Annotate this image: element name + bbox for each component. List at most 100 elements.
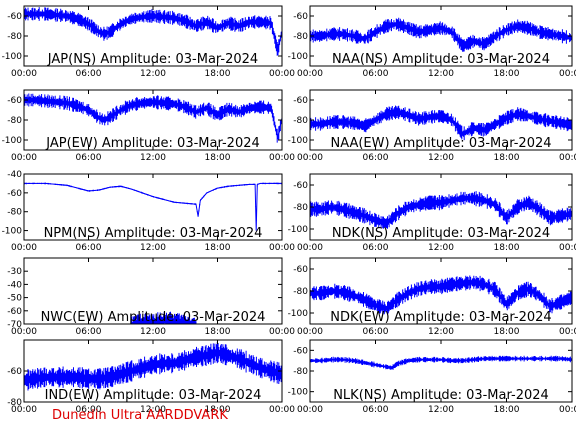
y-tick-label: -100 [288,52,309,62]
series-trace [24,182,282,231]
y-tick-label: -80 [7,208,22,218]
x-tick-label: 00:00 [559,405,576,415]
panel-title: NLK(NS) Amplitude: 03-Mar-2024 [333,388,549,403]
x-tick-label: 12:00 [140,243,166,253]
x-tick-label: 18:00 [205,153,231,163]
panel-0: 00:00 06:00 12:00 18:00 00:00 -60 -80 -100 JAP(N… [2,5,295,79]
x-tick-label: 00:00 [559,69,576,79]
x-tick-label: 06:00 [76,405,102,415]
y-tick-label: -60 [293,181,308,191]
y-tick-label: -80 [7,32,22,42]
series-trace [24,93,282,143]
y-tick-label: -60 [293,96,308,106]
y-tick-label: -40 [7,280,22,290]
panel-4: 00:00 06:00 12:00 18:00 00:00 -40 -60 -80 -100 NP… [2,170,296,253]
x-tick-label: 18:00 [205,243,231,253]
x-tick-label: 12:00 [428,69,454,79]
series-trace [310,105,572,141]
x-tick-label: 06:00 [363,153,389,163]
y-tick-label: -80 [293,116,308,126]
y-tick-label: -100 [2,227,23,237]
panel-5: 00:00 06:00 12:00 18:00 00:00 -60 -80 -100 NDK(N… [288,173,576,253]
x-tick-label: 06:00 [363,243,389,253]
x-tick-label: 06:00 [76,243,102,253]
x-tick-label: 06:00 [363,405,389,415]
x-tick-label: 18:00 [205,405,231,415]
x-tick-label: 12:00 [428,153,454,163]
x-tick-label: 00:00 [297,327,323,337]
x-tick-label: 00:00 [269,243,295,253]
y-tick-label: -60 [7,367,22,377]
x-tick-label: 12:00 [140,405,166,415]
x-tick-label: 06:00 [76,69,102,79]
y-tick-label: -80 [293,203,308,213]
y-tick-label: -60 [293,12,308,22]
panel-1: 00:00 06:00 12:00 18:00 00:00 -60 -80 -100 NAA(N… [288,5,576,79]
y-tick-label: -80 [293,32,308,42]
y-tick-label: -60 [7,96,22,106]
panel-title: NDK(NS) Amplitude: 03-Mar-2024 [332,226,550,241]
x-tick-label: 00:00 [269,153,295,163]
panel-2: 00:00 06:00 12:00 18:00 00:00 -60 -80 -100 JAP(E… [2,89,295,163]
y-tick-label: -100 [288,225,309,235]
x-tick-label: 12:00 [428,405,454,415]
y-tick-label: -80 [7,116,22,126]
panel-7: 00:00 06:00 12:00 18:00 00:00 -60 -80 -100 NDK(E… [288,257,576,337]
x-tick-label: 18:00 [494,69,520,79]
footer-credit: Dunedin Ultra AARDDVARK [52,408,228,423]
y-tick-label: -50 [7,294,22,304]
series-trace [310,355,572,370]
y-tick-label: -100 [288,309,309,319]
x-tick-label: 06:00 [76,327,102,337]
x-tick-label: 00:00 [559,243,576,253]
y-tick-label: -60 [293,265,308,275]
x-tick-label: 12:00 [140,327,166,337]
x-tick-label: 00:00 [559,327,576,337]
panel-title: JAP(EW) Amplitude: 03-Mar-2024 [45,136,260,151]
x-tick-label: 00:00 [297,405,323,415]
x-tick-label: 00:00 [269,69,295,79]
y-tick-label: -60 [293,346,308,356]
panel-title: NWC(EW) Amplitude: 03-Mar-2024 [41,310,266,325]
panel-8: 00:00 06:00 12:00 18:00 00:00 -60 -80 IND(EW) A… [7,339,295,415]
y-tick-label: -100 [2,52,23,62]
x-tick-label: 00:00 [11,69,37,79]
x-tick-label: 00:00 [559,153,576,163]
y-tick-label: -100 [288,388,309,398]
series-trace [310,17,572,52]
series-trace [310,191,572,229]
x-tick-label: 06:00 [363,69,389,79]
panel-3: 00:00 06:00 12:00 18:00 00:00 -60 -80 -100 NAA(E… [288,89,576,163]
panel-6: 00:00 06:00 12:00 18:00 00:00 -30 -40 -50 -60 -70… [7,257,295,337]
x-tick-label: 00:00 [269,405,295,415]
x-tick-label: 12:00 [140,153,166,163]
x-tick-label: 00:00 [11,153,37,163]
x-tick-label: 18:00 [494,405,520,415]
x-tick-label: 12:00 [428,327,454,337]
y-tick-label: -100 [2,136,23,146]
panel-title: IND(EW) Amplitude: 03-Mar-2024 [45,388,262,403]
panel-title: NAA(EW) Amplitude: 03-Mar-2024 [330,136,551,151]
x-tick-label: 12:00 [428,243,454,253]
x-tick-label: 18:00 [494,327,520,337]
series-trace [24,7,282,56]
x-tick-label: 18:00 [205,327,231,337]
x-tick-label: 18:00 [205,69,231,79]
x-tick-label: 00:00 [297,69,323,79]
y-tick-label: -100 [288,136,309,146]
panel-title: NAA(NS) Amplitude: 03-Mar-2024 [332,52,550,67]
x-tick-label: 00:00 [297,153,323,163]
series-trace [310,275,572,315]
x-tick-label: 06:00 [363,327,389,337]
x-tick-label: 00:00 [11,405,37,415]
y-tick-label: -40 [7,170,22,180]
series-trace [24,341,282,391]
x-tick-label: 00:00 [269,327,295,337]
y-tick-label: -80 [293,287,308,297]
x-tick-label: 00:00 [11,243,37,253]
x-tick-label: 00:00 [297,243,323,253]
x-tick-label: 06:00 [76,153,102,163]
panel-title: JAP(NS) Amplitude: 03-Mar-2024 [47,52,258,67]
y-tick-label: -70 [7,320,22,330]
